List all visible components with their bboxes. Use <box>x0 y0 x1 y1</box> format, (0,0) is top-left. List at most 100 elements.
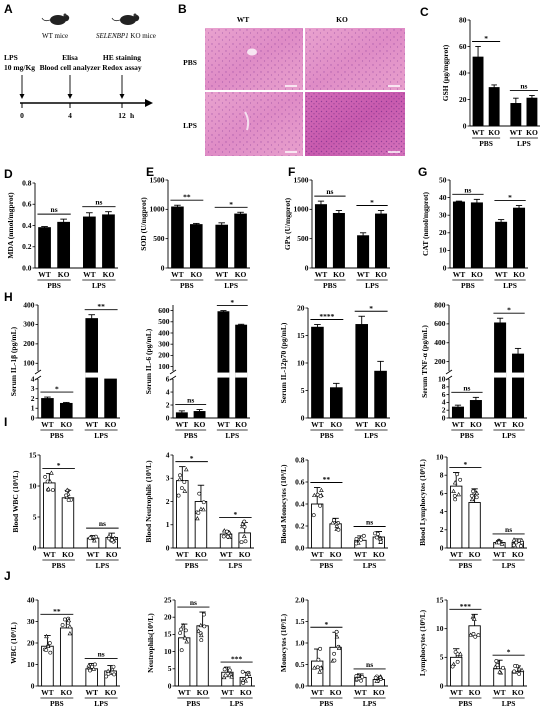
panel-letter-e: E <box>146 165 154 179</box>
y-axis-label: Monocytes (10⁹/L) <box>279 613 288 672</box>
significance-label: ns <box>366 660 373 669</box>
data-point <box>474 495 479 500</box>
data-point <box>492 664 498 669</box>
data-point <box>354 536 359 541</box>
y-tick-label: 200 <box>23 339 35 348</box>
data-point <box>198 632 204 638</box>
data-point <box>318 494 323 499</box>
significance-label: * <box>229 200 233 209</box>
panel-letter-h: H <box>4 290 13 304</box>
significance-label: ns <box>187 396 194 405</box>
x-tick-label: WT <box>450 688 463 697</box>
bar-break <box>494 372 507 378</box>
data-point <box>182 635 188 640</box>
x-tick-label: WT <box>83 270 96 279</box>
data-point <box>224 529 229 534</box>
chart-i1: I 0 5 10 15 Blood WBC (10⁹/L) WT KO WT KO PBS LPS * n… <box>4 415 121 570</box>
x-tick-label: KO <box>373 550 385 559</box>
data-point <box>106 533 112 538</box>
data-point <box>196 510 201 515</box>
step-1-line1: Elisa <box>62 53 78 62</box>
group-label: PBS <box>47 281 61 290</box>
bar <box>357 235 370 269</box>
y-tick-label: 0.8 <box>295 455 305 464</box>
chart-h3: 0 5 10 15 20 Serum IL-12p70 (pg/mL) WT KO WT KO PB… <box>279 303 390 440</box>
x-tick-label: WT <box>472 128 485 137</box>
y-tick-label: 10 <box>436 624 444 633</box>
y-tick-label: 10 <box>164 647 172 656</box>
panel-letter-c: C <box>420 5 429 19</box>
y-tick-label: 2.0 <box>295 595 305 604</box>
data-point <box>44 633 49 639</box>
y-tick-label: 0 <box>440 681 444 690</box>
significance-label: ** <box>53 607 61 616</box>
group-label: PBS <box>460 431 474 440</box>
data-point <box>67 631 73 636</box>
chart-f: F 0 500 1000 1500 GPx (U/mgprot) WT KO WT KO PBS LP… <box>283 165 390 290</box>
data-point <box>106 671 111 676</box>
group-label: PBS <box>459 699 473 708</box>
step-2-arrowhead-icon <box>119 94 125 99</box>
x-tick-label: KO <box>60 688 72 697</box>
panel-letter-g: G <box>418 165 427 179</box>
significance-label: ns <box>326 187 333 196</box>
y-tick-label: 0.4 <box>295 499 305 508</box>
data-point <box>43 474 48 479</box>
data-point <box>377 674 383 679</box>
bar <box>468 502 481 549</box>
y-tick-label: 2 <box>166 400 170 409</box>
data-point <box>221 534 226 539</box>
y-tick-label: 500 <box>297 234 309 243</box>
group-label: PBS <box>50 431 64 440</box>
data-point <box>494 659 499 663</box>
data-point <box>180 486 184 491</box>
significance-label: ns <box>464 185 471 194</box>
y-tick-label: 600 <box>434 319 446 328</box>
bar <box>452 201 465 269</box>
y-tick-label: 60 <box>459 42 467 51</box>
x-tick-label: WT <box>354 550 367 559</box>
y-tick-label: 0.8 <box>22 178 32 187</box>
data-point <box>197 491 202 496</box>
y-tick-label: 0 <box>161 263 165 272</box>
y-tick-label: 15 <box>29 450 37 459</box>
y-axis-label: SOD (U/mgprot) <box>139 197 148 251</box>
data-point <box>315 492 320 497</box>
data-point <box>50 488 55 492</box>
significance-label: * <box>507 306 511 315</box>
significance-label: **** <box>319 312 334 321</box>
y-tick-label: 6 <box>440 489 444 498</box>
y-axis-label: WBC (10⁹/L) <box>9 622 18 664</box>
bar <box>494 322 507 419</box>
bar-break <box>85 372 99 378</box>
data-point <box>519 544 523 548</box>
panel-b: B WT KO PBS LPS <box>178 2 405 156</box>
bar <box>311 503 324 549</box>
data-point <box>317 669 322 674</box>
y-tick-label: 20 <box>27 638 35 647</box>
x-tick-label: WT <box>41 420 54 429</box>
y-tick-label: 4 <box>440 507 444 516</box>
chart-i2: 0 1 2 3 4 Blood Neutrophils (10⁹/L) WT KO WT KO PB… <box>144 450 254 570</box>
data-point <box>334 634 340 639</box>
data-point <box>241 681 246 685</box>
y-tick-label: 10 <box>29 481 37 490</box>
bar <box>104 378 117 419</box>
bar <box>512 353 525 419</box>
x-tick-label: WT <box>493 550 506 559</box>
data-point <box>319 487 324 492</box>
group-label: PBS <box>320 561 334 570</box>
y-axis-label: Serum IL-1β (pg/mL) <box>9 326 18 396</box>
bar <box>41 398 54 419</box>
y-axis-label: Serum IL-12p70 (pg/mL) <box>279 322 288 403</box>
significance-label: *** <box>231 655 243 664</box>
y-tick-label: 0.2 <box>295 521 305 530</box>
x-tick-label: WT <box>357 270 370 279</box>
group-label: PBS <box>479 139 493 148</box>
significance-label: ns <box>98 649 105 658</box>
data-point <box>47 641 52 645</box>
group-label: PBS <box>461 281 475 290</box>
data-point <box>513 663 517 668</box>
x-tick-label: WT <box>311 688 324 697</box>
